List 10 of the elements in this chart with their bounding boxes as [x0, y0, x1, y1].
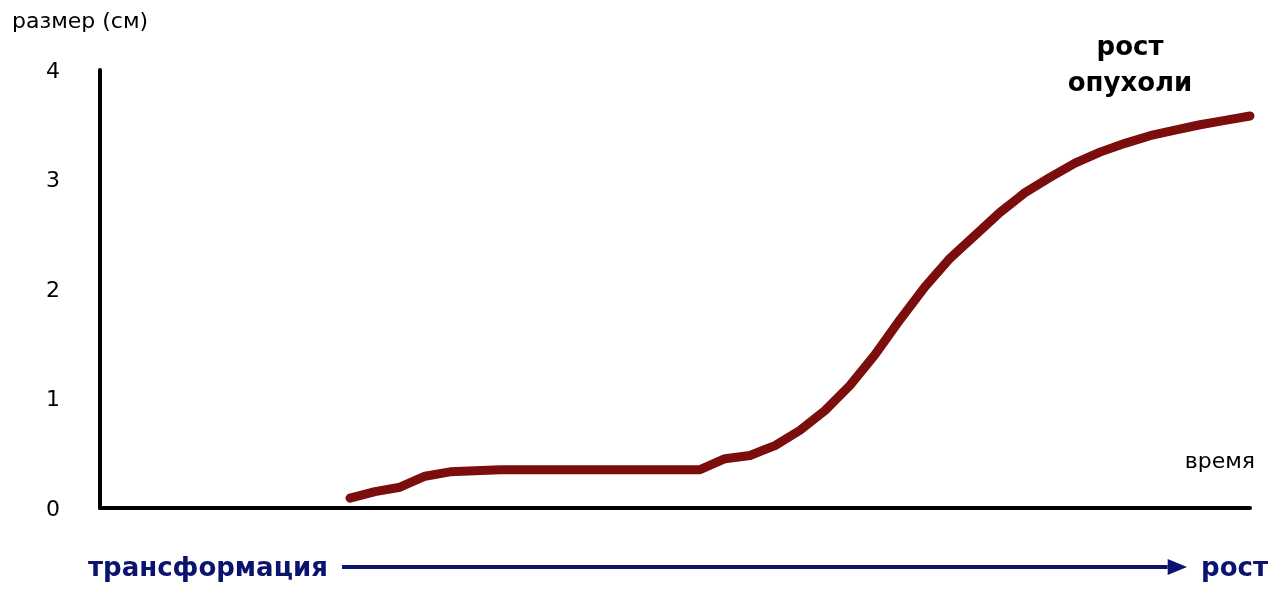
y-tick-label: 3: [46, 167, 60, 192]
text: рост: [1201, 552, 1268, 582]
y-tick-label: 1: [46, 386, 60, 411]
y-axis-title: размер (см): [12, 8, 149, 33]
y-tick-label: 0: [46, 495, 60, 521]
y-tick-label: 2: [46, 276, 60, 302]
annotation: рост опухоли: [1066, 30, 1194, 99]
y-tick-label: 4: [46, 57, 60, 83]
x-axis-title: время: [1184, 448, 1255, 473]
text: трансформация: [88, 552, 328, 582]
